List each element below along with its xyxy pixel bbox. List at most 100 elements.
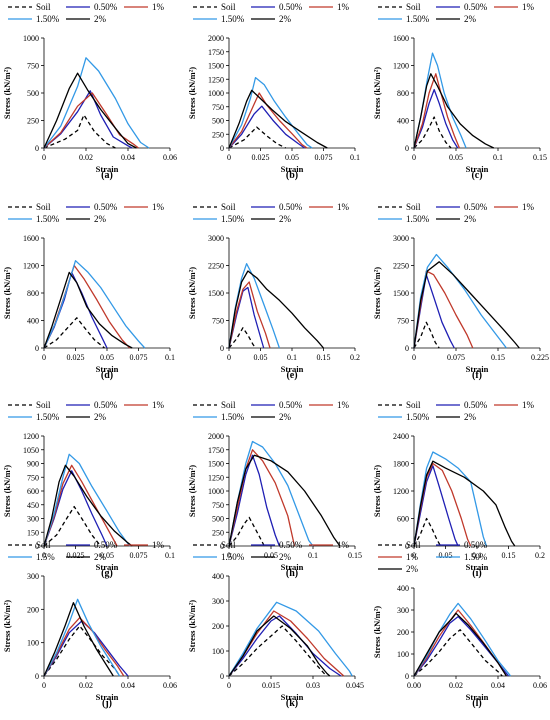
legend-label: 0.50% (279, 540, 303, 550)
series-line (43, 453, 131, 547)
y-tick-label: 250 (27, 117, 39, 126)
y-tick-label: 250 (212, 528, 224, 537)
x-tick-label: 0.03 (306, 681, 320, 690)
legend-label: 1% (152, 202, 165, 212)
y-tick-label: 1600 (393, 34, 409, 43)
x-tick-label: 0.06 (163, 153, 177, 162)
x-tick-label: 0.1 (165, 551, 175, 560)
x-tick-label: 0 (42, 681, 46, 690)
y-tick-label: 2250 (208, 262, 224, 271)
series-line (413, 270, 474, 349)
panel-label: (b) (286, 170, 298, 181)
y-tick-label: 1200 (393, 487, 409, 496)
legend-label: 2% (279, 552, 292, 562)
panel-label: (g) (101, 568, 113, 579)
x-axis-label: Strain (281, 164, 304, 174)
y-tick-label: 0 (405, 344, 409, 353)
legend-label: 1% (337, 202, 350, 212)
x-tick-label: 0.05 (285, 153, 299, 162)
y-tick-label: 2000 (208, 34, 224, 43)
x-tick-label: 0 (412, 353, 416, 362)
x-tick-label: 0 (227, 551, 231, 560)
y-tick-label: 100 (27, 639, 39, 648)
series-line (228, 281, 271, 349)
legend-label: 0.50% (94, 540, 118, 550)
series-line (43, 464, 118, 547)
y-axis-label: Stress (kN/m²) (372, 606, 382, 658)
legend-label: 1.50% (36, 412, 60, 422)
y-tick-label: 800 (27, 289, 39, 298)
series-line (43, 505, 102, 547)
series-line (413, 612, 507, 677)
panel-label: (e) (286, 370, 297, 381)
y-tick-label: 750 (212, 103, 224, 112)
y-tick-label: 0 (220, 672, 224, 681)
y-tick-label: 500 (212, 515, 224, 524)
series-line (228, 327, 257, 349)
legend-label: 1.50% (36, 14, 60, 24)
series-line (413, 615, 510, 677)
y-tick-label: 3000 (393, 234, 409, 243)
legend-label: 2% (464, 214, 477, 224)
y-tick-label: 300 (27, 572, 39, 581)
x-tick-label: 0.025 (67, 353, 85, 362)
y-tick-label: 500 (27, 89, 39, 98)
series-line (413, 73, 495, 149)
x-tick-label: 0.1 (350, 153, 360, 162)
x-tick-label: 0.15 (348, 551, 362, 560)
legend-label: 0.50% (279, 2, 303, 12)
y-tick-label: 0 (35, 344, 39, 353)
panel-label: (d) (101, 370, 113, 381)
x-tick-label: 0.02 (79, 681, 93, 690)
x-tick-label: 0.045 (346, 681, 364, 690)
x-axis-label: Strain (466, 562, 489, 572)
y-tick-label: 1200 (23, 262, 39, 271)
legend-label: 0.50% (279, 400, 303, 410)
legend-label: Soil (406, 400, 421, 410)
x-tick-label: 0.06 (163, 681, 177, 690)
x-tick-label: 0 (412, 551, 416, 560)
y-axis-label: Stress (kN/m²) (372, 267, 382, 319)
x-tick-label: 0.1 (308, 551, 318, 560)
y-tick-label: 750 (27, 62, 39, 71)
legend-label: 2% (279, 214, 292, 224)
series-line (43, 617, 125, 677)
legend-label: Soil (406, 202, 421, 212)
legend-label: 1.50% (221, 412, 245, 422)
y-tick-label: 1500 (393, 289, 409, 298)
y-tick-label: 450 (27, 501, 39, 510)
y-tick-label: 1600 (23, 234, 39, 243)
y-tick-label: 300 (27, 515, 39, 524)
y-axis-label: Stress (kN/m²) (187, 67, 197, 119)
y-tick-label: 0 (35, 672, 39, 681)
chart-panel: Soil 0.50% 1% 1.50% 2% 0 250 500 750 1000 1250 1500… (187, 2, 360, 181)
x-tick-label: 0 (412, 153, 416, 162)
x-tick-label: 0.025 (67, 551, 85, 560)
legend-label: 1.50% (406, 14, 430, 24)
x-tick-label: 0.15 (491, 353, 505, 362)
y-tick-label: 1000 (208, 89, 224, 98)
y-tick-label: 2400 (393, 432, 409, 441)
series-line (228, 454, 281, 547)
panel-label: (i) (472, 568, 481, 579)
y-tick-label: 1200 (23, 432, 39, 441)
x-tick-label: 0.075 (130, 353, 148, 362)
legend-label: 2% (464, 14, 477, 24)
legend-label: 0.50% (464, 202, 488, 212)
y-axis-label: Stress (kN/m²) (372, 465, 382, 517)
series-line (413, 52, 467, 149)
y-tick-label: 600 (27, 487, 39, 496)
x-axis-label: Strain (96, 692, 119, 702)
panel-label: (c) (471, 170, 482, 181)
legend-label: 1.50% (221, 552, 245, 562)
x-tick-label: 0.04 (491, 681, 505, 690)
series-line (228, 615, 342, 677)
series-line (228, 601, 353, 677)
legend-label: Soil (36, 400, 51, 410)
x-axis-label: Strain (281, 562, 304, 572)
y-tick-label: 1250 (208, 473, 224, 482)
x-tick-label: 0.075 (130, 551, 148, 560)
x-tick-label: 0 (227, 681, 231, 690)
series-line (228, 105, 305, 149)
